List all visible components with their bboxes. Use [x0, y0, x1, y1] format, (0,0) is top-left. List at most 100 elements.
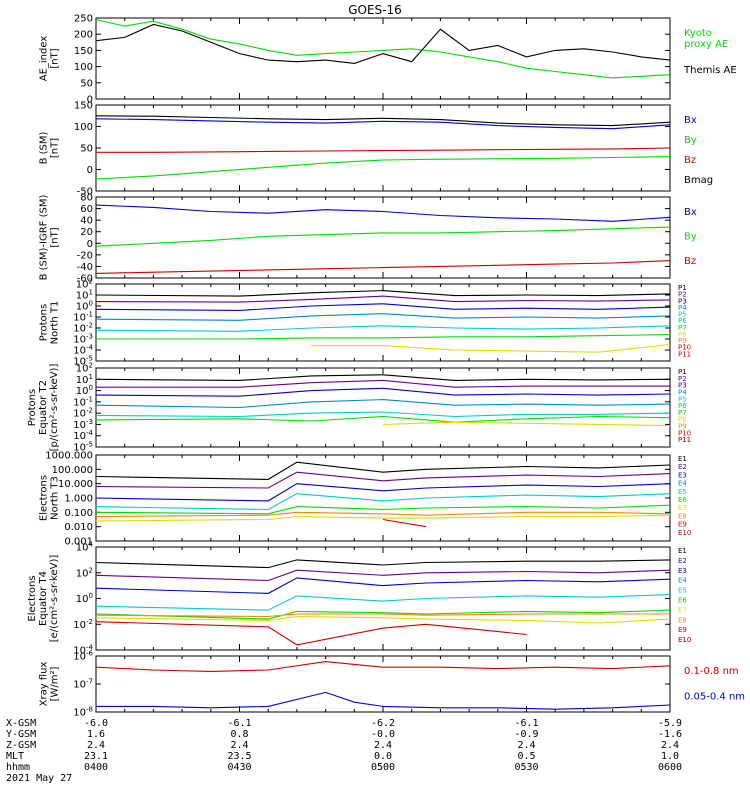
series-line-e5	[95, 609, 671, 620]
y-tick-label: 10-7	[73, 678, 93, 691]
series-line-e4	[95, 493, 671, 511]
y-tick-label: 100	[74, 122, 93, 133]
y-axis-label: Xray flux	[39, 662, 50, 707]
legend-entry: E2	[678, 463, 687, 471]
series-line-bz	[95, 260, 671, 274]
series-line-p3	[95, 387, 671, 397]
legend-entry: E8	[678, 616, 687, 624]
series-line-e4	[95, 594, 671, 611]
y-tick-label: 100.000	[52, 465, 93, 476]
legend-entry: P6	[678, 402, 687, 410]
legend-entry: P2	[678, 291, 687, 299]
y-tick-label: 10-2	[73, 618, 93, 631]
series-line-p4	[95, 399, 671, 409]
y-axis-label: Electrons	[27, 575, 38, 621]
footer-value: 0530	[514, 762, 538, 773]
footer-value: 2.4	[661, 740, 679, 751]
legend-entry: E5	[678, 587, 687, 595]
y-tick-label: 200	[74, 30, 93, 41]
legend-entry: Bmag	[684, 175, 713, 186]
legend-entry: E2	[678, 557, 687, 565]
y-tick-label: 1.000	[64, 494, 93, 505]
legend-entry: P3	[678, 382, 687, 390]
series-line-by	[95, 156, 671, 180]
legend-entry: P6	[678, 317, 687, 325]
y-axis-label: [p/(cm²-s-sr-keV)]	[49, 364, 60, 452]
y-tick-label: 102	[76, 566, 93, 579]
panel-7: 10-8 10-7 10-6 Xray flux [W/m²] 0.1-0.8 nm 0.0…	[39, 650, 746, 719]
series-line-e5	[95, 504, 671, 515]
series-line-by	[95, 226, 671, 247]
footer-value: 2.4	[374, 740, 392, 751]
footer-value: 23.5	[227, 751, 251, 762]
series-line-bx	[95, 118, 671, 130]
y-axis-label: [nT]	[50, 138, 61, 158]
series-line-p2	[95, 295, 671, 303]
y-tick-label: 0.010	[64, 522, 93, 533]
legend-entry: E7	[678, 504, 687, 512]
legend-entry: E3	[678, 471, 687, 479]
footer-value: 0.8	[230, 729, 248, 740]
y-tick-label: 50	[80, 144, 93, 155]
series-line-e8	[382, 518, 427, 528]
legend-entry: 0.1-0.8 nm	[684, 666, 739, 677]
legend-entry: P11	[678, 350, 691, 358]
series-line-p6	[96, 334, 671, 340]
footer-row-label: Z-GSM	[6, 740, 36, 751]
footer-value: 1.0	[661, 751, 679, 762]
legend-entry: P8	[678, 416, 687, 424]
y-axis-label: Equator T4	[38, 571, 49, 626]
y-axis-label: [W/m²]	[50, 666, 61, 701]
y-axis-label: Protons	[39, 304, 50, 341]
y-tick-label: 150	[74, 46, 93, 57]
date-label: 2021 May 27	[6, 773, 72, 784]
y-tick-label: 60	[80, 204, 93, 215]
series-line-p5	[95, 325, 671, 332]
legend-entry: By	[684, 232, 697, 243]
legend-entry: P9	[678, 423, 687, 431]
y-axis-label: North T3	[50, 476, 61, 520]
legend-entry: P3	[678, 297, 687, 305]
y-tick-label: -20	[77, 250, 93, 261]
series-line-e8	[95, 621, 527, 646]
footer-value: -6.0	[84, 718, 108, 729]
series-line-bx	[95, 204, 671, 222]
footer-value: 23.1	[84, 751, 108, 762]
footer-value: 2.4	[230, 740, 248, 751]
y-axis-label: B (SM)	[39, 131, 50, 164]
y-tick-label: -50	[77, 187, 93, 198]
legend-entry: P7	[678, 324, 687, 332]
legend-entry: E8	[678, 512, 687, 520]
legend-entry: P1	[678, 368, 687, 376]
y-tick-label: 50	[80, 78, 93, 89]
legend-entry: E10	[678, 636, 691, 644]
legend-entry: By	[684, 135, 697, 146]
series-line-p5	[95, 411, 671, 418]
series-line-p1	[95, 374, 671, 381]
legend-entry: E9	[678, 626, 687, 634]
legend-entry: P9	[678, 337, 687, 345]
y-tick-label: 10-6	[73, 650, 93, 663]
footer-row-label: Y-GSM	[6, 729, 36, 740]
footer: X-GSMY-GSMZ-GSMMLThhmm-6.01.62.423.10400…	[6, 718, 682, 784]
y-tick-label: 1000.000	[45, 451, 93, 462]
y-axis-label: Electrons	[39, 475, 50, 521]
y-axis-label: Equator T2	[38, 380, 49, 435]
chart-title: GOES-16	[348, 3, 402, 17]
series-line-e7	[95, 615, 671, 624]
series-line-p7	[311, 343, 671, 353]
series-line-p2	[96, 379, 670, 388]
y-tick-label: 0	[87, 165, 93, 176]
footer-value: 1.6	[87, 729, 105, 740]
legend-entry: 0.05-0.4 nm	[684, 691, 745, 702]
series-line-e3	[95, 577, 671, 594]
y-tick-label: 100	[74, 62, 93, 73]
legend-entry: E10	[678, 529, 691, 537]
footer-row-label: MLT	[6, 751, 24, 762]
footer-value: 0430	[227, 762, 251, 773]
legend-entry: E4	[678, 480, 687, 488]
legend-entry: E1	[678, 547, 687, 555]
